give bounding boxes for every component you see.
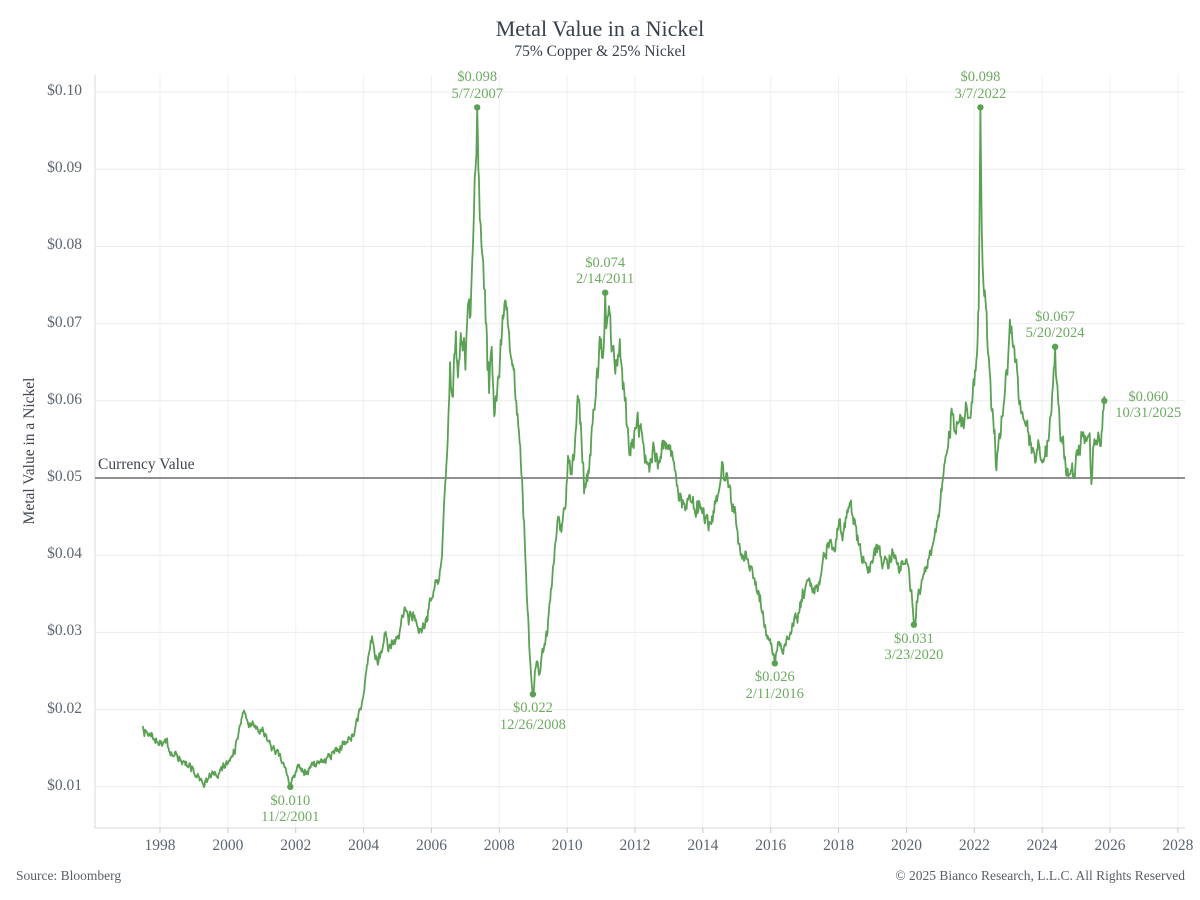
x-tick-label: 2012 [619, 837, 651, 854]
annotation-value: $0.067 [1035, 308, 1075, 325]
annotation-2-14-2011: $0.074 2/14/2011 [540, 255, 670, 288]
data-point-marker [910, 621, 918, 628]
annotation-value: $0.022 [512, 700, 553, 717]
y-tick-label: $0.03 [47, 622, 82, 640]
annotation-date: 5/20/2024 [1025, 325, 1085, 342]
annotation-date: 11/2/2001 [261, 809, 320, 826]
annotation-10-31-2025: $0.060 10/31/2025 [1083, 389, 1200, 422]
y-tick-label: $0.08 [47, 236, 82, 254]
annotation-value: $0.098 [457, 69, 498, 86]
x-tick-label: 1998 [144, 837, 176, 854]
data-line [142, 106, 1106, 788]
data-point-marker [602, 289, 609, 296]
annotation-date: 5/7/2007 [451, 85, 504, 102]
x-tick-label: 2010 [551, 837, 583, 854]
y-tick-label: $0.01 [47, 776, 82, 794]
x-tick-label: 2018 [823, 837, 855, 854]
annotation-value: $0.098 [960, 69, 1001, 86]
x-tick-label: 2004 [348, 837, 380, 854]
annotation-value: $0.074 [585, 254, 626, 271]
x-tick-label: 2014 [687, 837, 719, 854]
annotation-5-7-2007: $0.098 5/7/2007 [412, 69, 542, 102]
x-tick-label: 2002 [280, 837, 312, 854]
data-point-marker [977, 104, 984, 111]
annotation-date: 2/14/2011 [576, 271, 635, 288]
annotation-date: 3/7/2022 [954, 85, 1007, 102]
data-point-marker [287, 783, 294, 790]
annotation-5-20-2024: $0.067 5/20/2024 [990, 309, 1120, 342]
annotation-value: $0.031 [893, 630, 934, 647]
currency-value-label: Currency Value [98, 456, 195, 473]
y-tick-label: $0.05 [47, 468, 82, 485]
x-tick-label: 2024 [1026, 837, 1058, 854]
x-tick-label: 2028 [1162, 837, 1194, 854]
annotation-value: $0.060 [1128, 388, 1169, 405]
x-tick-label: 2026 [1094, 837, 1126, 854]
data-point-marker [529, 691, 537, 698]
data-point-marker [771, 660, 778, 667]
chart-title: Metal Value in a Nickel [495, 16, 705, 41]
annotation-2-11-2016: $0.026 2/11/2016 [710, 669, 840, 702]
annotation-11-2-2001: $0.010 11/2/2001 [225, 793, 355, 826]
annotation-date: 10/31/2025 [1115, 405, 1182, 422]
annotation-value: $0.026 [754, 669, 795, 686]
annotation-date: 2/11/2016 [745, 685, 804, 702]
x-tick-label: 2016 [755, 837, 787, 854]
x-tick-label: 2006 [415, 837, 447, 854]
annotation-3-23-2020: $0.031 3/23/2020 [849, 631, 979, 664]
x-tick-label: 2022 [958, 837, 990, 854]
annotation-3-7-2022: $0.098 3/7/2022 [915, 69, 1045, 102]
data-point-marker [474, 104, 481, 111]
data-point-marker [1101, 397, 1108, 404]
annotation-12-26-2008: $0.022 12/26/2008 [468, 700, 598, 733]
y-tick-label: $0.10 [47, 82, 82, 99]
x-tick-label: 2000 [212, 837, 244, 854]
annotation-date: 12/26/2008 [499, 716, 566, 733]
y-tick-label: $0.09 [47, 159, 82, 177]
chart-subtitle: 75% Copper & 25% Nickel [514, 43, 686, 60]
y-tick-label: $0.07 [47, 313, 82, 331]
annotation-value: $0.010 [270, 792, 311, 809]
x-tick-label: 2020 [890, 837, 922, 854]
copyright-note: © 2025 Bianco Research, L.L.C. All Right… [895, 868, 1185, 883]
source-note: Source: Bloomberg [16, 868, 122, 883]
annotation-date: 3/23/2020 [884, 647, 944, 664]
x-tick-label: 2008 [483, 837, 515, 854]
y-tick-label: $0.04 [47, 545, 82, 563]
y-tick-label: $0.02 [47, 699, 82, 717]
y-tick-label: $0.06 [47, 390, 82, 408]
data-point-marker [1051, 343, 1059, 350]
